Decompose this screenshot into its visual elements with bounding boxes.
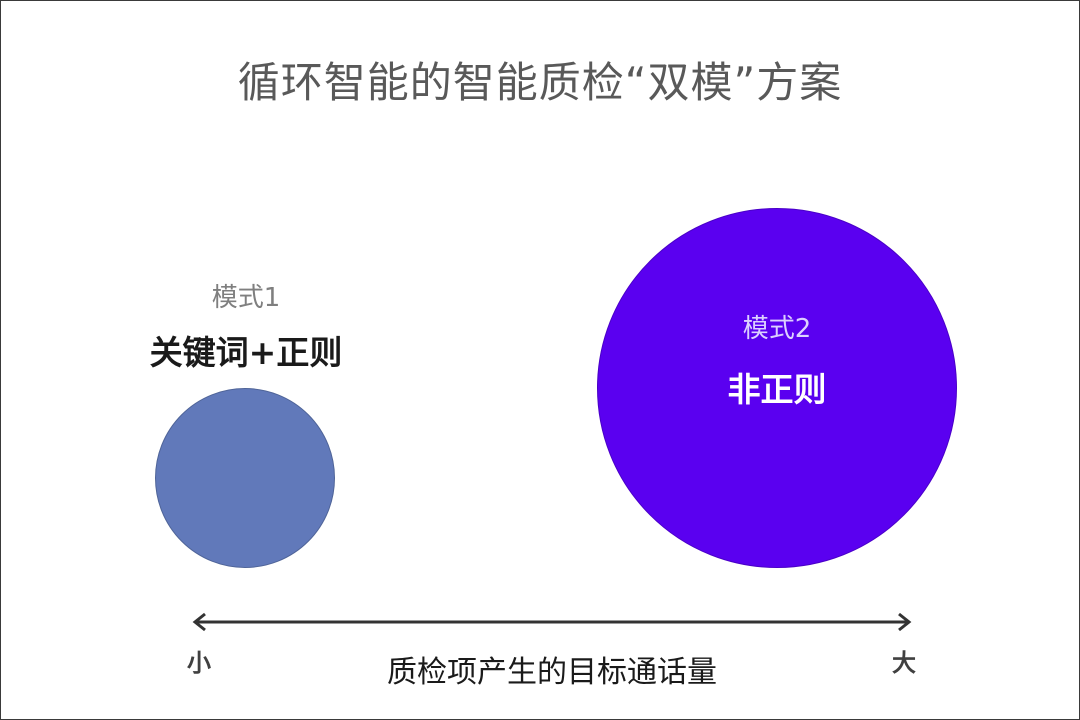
mode1-circle [155,388,335,568]
axis-arrow [192,612,912,632]
mode1-label: 关键词+正则 [149,333,343,372]
mode2-label: 非正则 [727,369,827,409]
mode2-caption: 模式2 [742,313,812,344]
axis-title: 质检项产生的目标通话量 [387,655,717,690]
mode2-circle: 模式2 非正则 [597,208,957,568]
slide-title: 循环智能的智能质检“双模”方案 [237,58,843,107]
axis-max-label: 大 [892,649,916,677]
mode1-caption: 模式1 [211,283,281,313]
axis-min-label: 小 [187,649,211,677]
